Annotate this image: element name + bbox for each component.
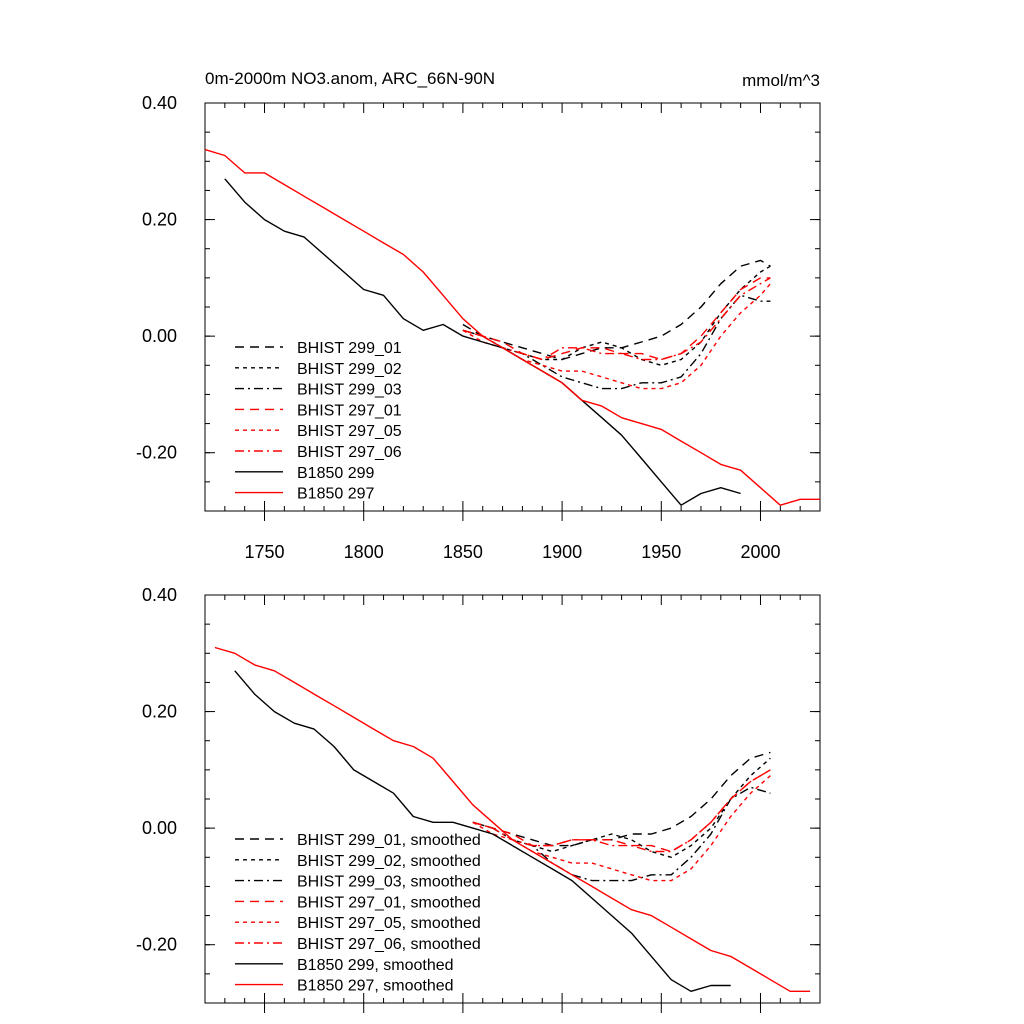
series-line [462, 277, 771, 361]
series-lines [204, 148, 820, 506]
legend-label: BHIST 299_03, smoothed [297, 874, 481, 891]
legend-label: B1850 297, smoothed [297, 978, 454, 995]
legend-label: B1850 297 [297, 486, 375, 503]
axis-ticks: 0.40 0.20 0.00 -0.20 [136, 585, 821, 1013]
legend-label: B1850 299, smoothed [297, 957, 454, 974]
legend-label: BHIST 297_01 [297, 402, 402, 419]
y-tick-label: -0.20 [136, 935, 177, 955]
axis-ticks: 0.40 0.20 0.00 -0.20 1750 1800 1850 1900 1950 200… [136, 93, 821, 562]
x-tick-label: 1850 [443, 542, 483, 562]
series-line [234, 670, 731, 992]
series-line [472, 786, 771, 882]
y-tick-label: 0.20 [142, 702, 177, 722]
legend-label: BHIST 297_01, smoothed [297, 894, 481, 911]
x-tick-label: 1800 [344, 542, 384, 562]
series-line [462, 283, 771, 390]
x-tick-label: 1950 [641, 542, 681, 562]
y-tick-label: 0.20 [142, 210, 177, 230]
series-line [224, 178, 741, 506]
series-line [472, 751, 771, 847]
legend-label: BHIST 299_03 [297, 382, 402, 399]
units-label: mmol/m^3 [742, 71, 820, 90]
series-lines [214, 646, 811, 992]
legend-label: BHIST 297_05 [297, 423, 402, 440]
legend-label: BHIST 299_02, smoothed [297, 853, 481, 870]
legend-label: BHIST 299_01 [297, 340, 402, 357]
series-line [204, 148, 820, 506]
legend-label: BHIST 297_05, smoothed [297, 915, 481, 932]
legend-label: BHIST 299_02 [297, 361, 402, 378]
legend-label: BHIST 299_01, smoothed [297, 832, 481, 849]
legend: BHIST 299_01, smoothed BHIST 299_02, smoo… [235, 832, 481, 995]
legend-label: BHIST 297_06, smoothed [297, 936, 481, 953]
x-tick-label: 1750 [244, 542, 284, 562]
y-tick-label: 0.40 [142, 585, 177, 605]
y-tick-label: 0.00 [142, 326, 177, 346]
legend: BHIST 299_01 BHIST 299_02 BHIST 299_03 BHIS… [235, 340, 402, 503]
x-tick-label: 1900 [542, 542, 582, 562]
y-tick-label: 0.40 [142, 93, 177, 113]
series-line [472, 769, 771, 853]
series-line [214, 646, 811, 992]
legend-label: BHIST 297_06 [297, 444, 402, 461]
y-tick-label: -0.20 [136, 443, 177, 463]
bottom-chart: 0.40 0.20 0.00 -0.20 BHIST 299_01, smoothed… [136, 585, 821, 1013]
series-line [462, 259, 771, 361]
series-line [472, 775, 771, 882]
y-tick-label: 0.00 [142, 818, 177, 838]
top-chart: 0m-2000m NO3.anom, ARC_66N-90N mmol/m^3 … [136, 69, 821, 562]
x-tick-label: 2000 [740, 542, 780, 562]
chart-title: 0m-2000m NO3.anom, ARC_66N-90N [205, 69, 495, 88]
series-line [462, 277, 771, 361]
legend-label: B1850 299 [297, 465, 375, 482]
